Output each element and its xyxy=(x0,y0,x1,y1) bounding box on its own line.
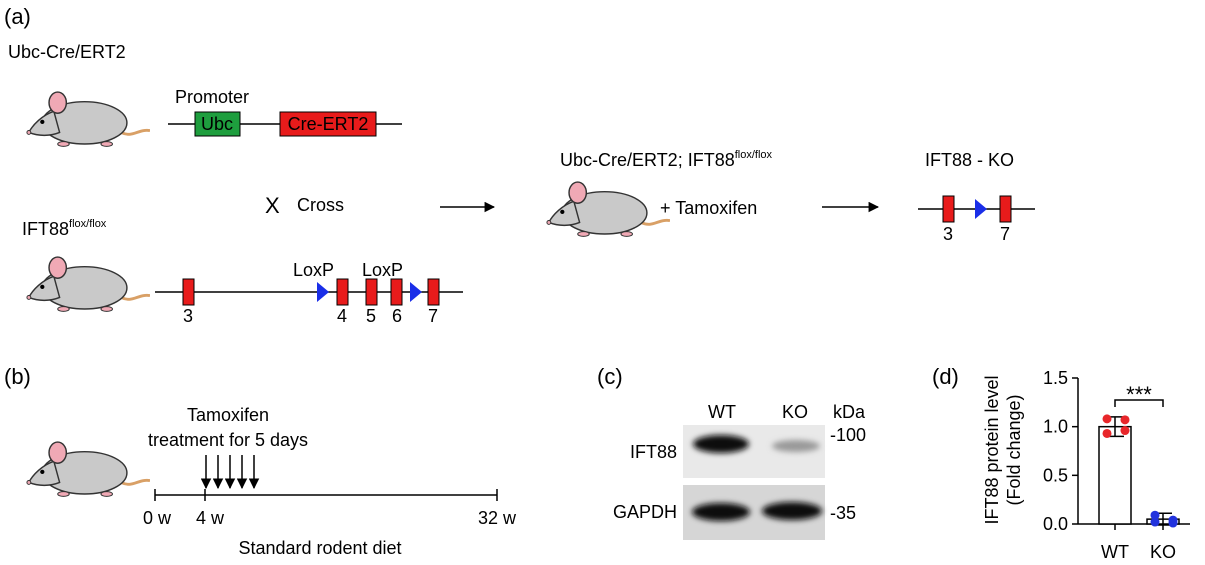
data-point xyxy=(1120,415,1130,425)
blot-band xyxy=(762,502,822,520)
exon-label: 3 xyxy=(943,224,953,244)
y-tick-label: 0.0 xyxy=(1043,514,1068,534)
lane-label: WT xyxy=(708,402,736,422)
exon xyxy=(182,278,195,306)
data-point xyxy=(1102,428,1112,438)
data-point xyxy=(1150,517,1160,527)
mouse xyxy=(25,90,150,148)
diet-label: Standard rodent diet xyxy=(238,538,401,558)
treatment-label: Tamoxifen xyxy=(187,405,269,425)
timepoint-label: 0 w xyxy=(143,508,172,528)
timeline xyxy=(154,489,498,501)
y-axis-label: IFT88 protein level xyxy=(982,375,1002,524)
y-tick-label: 1.5 xyxy=(1043,368,1068,388)
x-tick-label: WT xyxy=(1101,542,1129,562)
blot-band xyxy=(692,503,750,521)
panel-label: (a) xyxy=(4,4,31,29)
cre-box xyxy=(279,111,377,137)
timepoint-label: 32 w xyxy=(478,508,517,528)
treatment-label: treatment for 5 days xyxy=(148,430,308,450)
blot-band xyxy=(693,435,749,453)
exon-label: 3 xyxy=(183,306,193,326)
significance-bracket xyxy=(1114,399,1164,407)
y-tick-label: 1.0 xyxy=(1043,417,1068,437)
cross-symbol: X xyxy=(265,193,280,218)
strain-label: IFT88flox/flox xyxy=(22,218,107,239)
blot-band xyxy=(772,440,820,452)
strain-name: IFT88 xyxy=(22,219,69,239)
chart: 0.0 0.5 1.0 1.5 IFT88 protein level (Fold cha… xyxy=(982,368,1190,562)
exon-label: 7 xyxy=(1000,224,1010,244)
unit-label: kDa xyxy=(833,402,866,422)
mouse xyxy=(25,440,150,498)
significance-label: *** xyxy=(1126,382,1152,407)
ubc-label: Ubc xyxy=(201,114,233,134)
exon-label: 5 xyxy=(366,306,376,326)
exon-label: 7 xyxy=(428,306,438,326)
exon xyxy=(999,195,1012,223)
y-tick-label: 0.5 xyxy=(1043,465,1068,485)
exon xyxy=(427,278,440,306)
x-tick-label: KO xyxy=(1150,542,1176,562)
ko-title: IFT88 - KO xyxy=(925,150,1014,170)
exons xyxy=(182,278,440,306)
data-point xyxy=(1168,515,1178,525)
offspring-name: Ubc-Cre/ERT2; IFT88 xyxy=(560,150,735,170)
lane-label: KO xyxy=(782,402,808,422)
offspring-label: Ubc-Cre/ERT2; IFT88flox/flox xyxy=(560,149,773,170)
superscript: flox/flox xyxy=(69,218,107,230)
data-point xyxy=(1120,426,1130,436)
superscript: flox/flox xyxy=(735,149,773,161)
bar xyxy=(1098,425,1132,525)
y-axis-label: (Fold change) xyxy=(1004,394,1024,505)
loxp-site xyxy=(975,199,987,219)
loxp-label: LoxP xyxy=(362,260,403,280)
strain-label: Ubc-Cre/ERT2 xyxy=(8,42,126,62)
loxp-label: LoxP xyxy=(293,260,334,280)
exon xyxy=(942,195,955,223)
exon xyxy=(365,278,378,306)
marker-label: -35 xyxy=(830,503,856,523)
mouse xyxy=(545,180,670,238)
mouse xyxy=(25,255,150,313)
cross-label: Cross xyxy=(297,195,344,215)
marker-label: -100 xyxy=(830,425,866,445)
promoter-label: Promoter xyxy=(175,87,249,107)
cre-label: Cre-ERT2 xyxy=(288,114,369,134)
protein-label: IFT88 xyxy=(630,442,677,462)
panel-label: (c) xyxy=(597,364,623,389)
injection-arrows xyxy=(200,455,260,490)
loxp-site xyxy=(410,282,422,302)
exon xyxy=(336,278,349,306)
panel-label: (b) xyxy=(4,364,31,389)
panel-label: (d) xyxy=(932,364,959,389)
data-point xyxy=(1102,414,1112,424)
timepoint-label: 4 w xyxy=(196,508,225,528)
protein-label: GAPDH xyxy=(613,502,677,522)
exon-label: 4 xyxy=(337,306,347,326)
loxp-site xyxy=(317,282,329,302)
exon xyxy=(390,278,403,306)
ubc-box xyxy=(194,111,241,137)
tamoxifen-label: + Tamoxifen xyxy=(660,198,757,218)
data-point xyxy=(1150,510,1160,520)
exon-label: 6 xyxy=(392,306,402,326)
